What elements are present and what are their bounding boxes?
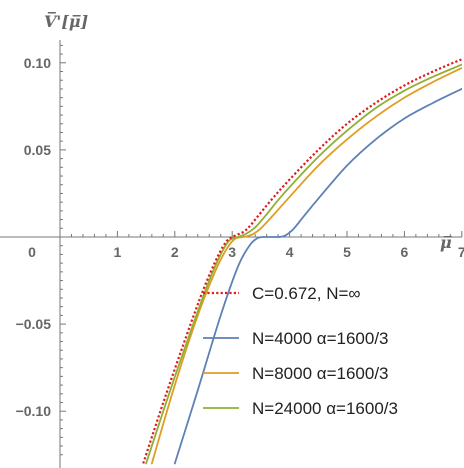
y-tick-label: −0.05 xyxy=(16,316,52,332)
legend: C=0.672, N=∞ N=4000 α=1600/3 N=8000 α=1600… xyxy=(203,284,398,418)
x-tick-label: 3 xyxy=(228,244,236,260)
series-line-2 xyxy=(173,87,462,465)
y-axis-label: V̅'[μ̅] xyxy=(44,11,88,31)
x-tick-label: 6 xyxy=(401,244,409,260)
y-tick-label: −0.10 xyxy=(16,403,52,419)
x-tick-label: 2 xyxy=(171,244,179,260)
legend-label: N=24000 α=1600/3 xyxy=(252,399,398,418)
tick-labels: 0 1 2 3 4 5 6 7 −0.10 −0.05 0.05 0.10 xyxy=(16,55,464,419)
series-line-1 xyxy=(142,58,462,464)
x-axis-label: μ̅ xyxy=(440,233,452,252)
legend-label: C=0.672, N=∞ xyxy=(252,284,361,303)
legend-label: N=4000 α=1600/3 xyxy=(252,329,389,348)
legend-label: N=8000 α=1600/3 xyxy=(252,364,389,383)
x-tick-label: 0 xyxy=(28,244,36,260)
x-tick-label: 1 xyxy=(114,244,122,260)
x-tick-label: 7 xyxy=(458,244,464,260)
y-tick-label: 0.10 xyxy=(24,55,51,71)
x-tick-label: 5 xyxy=(343,244,351,260)
x-tick-label: 4 xyxy=(286,244,294,260)
y-tick-label: 0.05 xyxy=(24,142,51,158)
series-line-3 xyxy=(150,66,462,465)
